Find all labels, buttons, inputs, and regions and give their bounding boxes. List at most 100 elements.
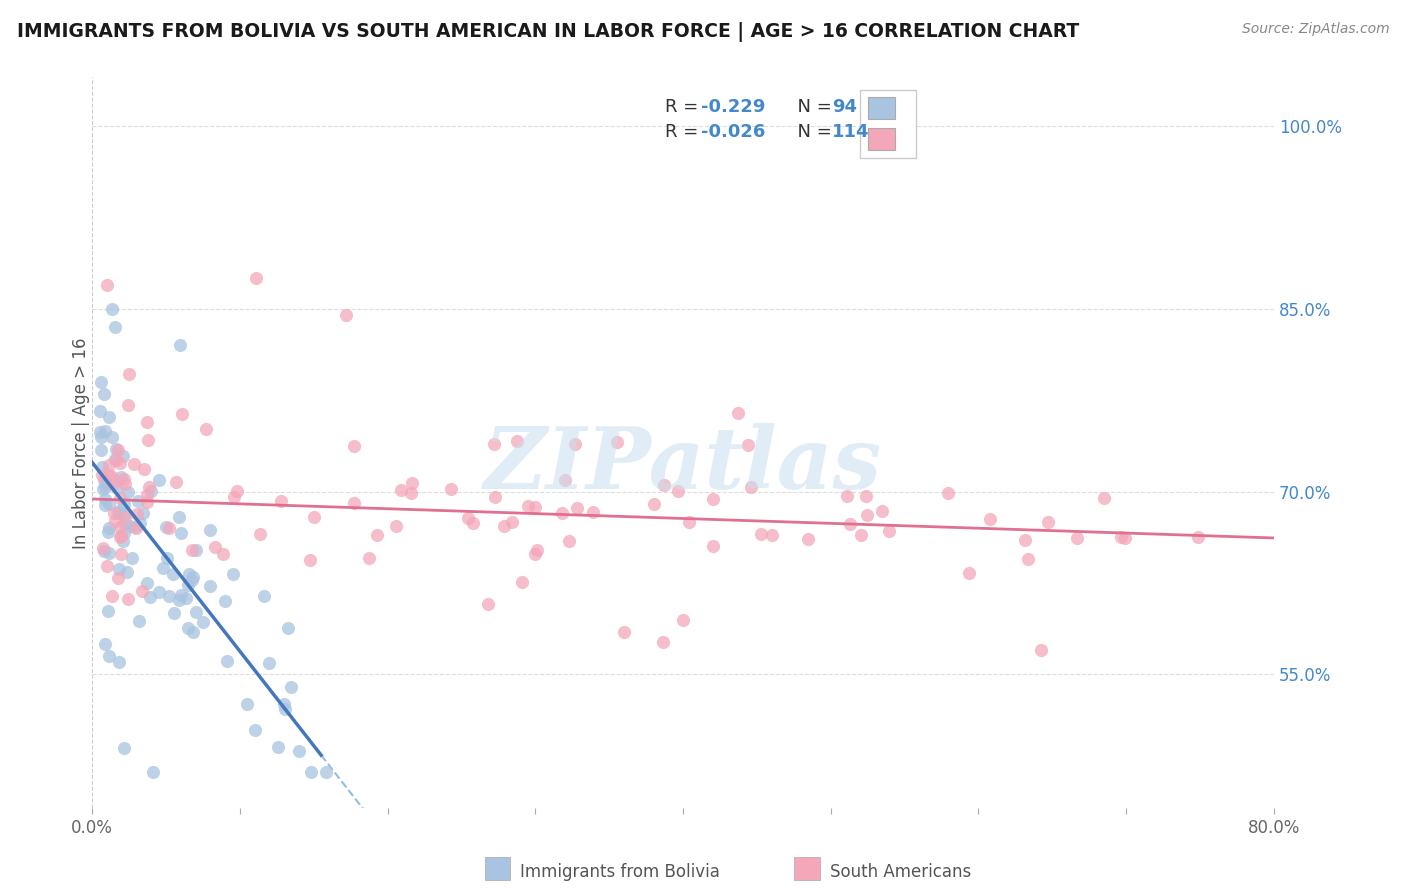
Point — [666, 484, 689, 499]
Text: Immigrants from Bolivia: Immigrants from Bolivia — [520, 863, 720, 881]
Point — [554, 473, 576, 487]
Point — [94, 499, 117, 513]
Point — [170, 588, 193, 602]
Point — [91, 459, 114, 474]
Point — [112, 740, 135, 755]
Point — [136, 488, 159, 502]
Point — [104, 451, 127, 466]
Point — [101, 301, 124, 316]
Point — [93, 491, 115, 506]
Point — [139, 483, 162, 498]
Point — [121, 550, 143, 565]
Point — [167, 509, 190, 524]
Point — [217, 654, 239, 668]
Point — [749, 527, 772, 541]
Point — [125, 521, 148, 535]
Point — [1092, 491, 1115, 505]
Point — [582, 505, 605, 519]
Point — [170, 526, 193, 541]
Point — [877, 524, 900, 538]
Point — [477, 597, 499, 611]
Point — [672, 613, 695, 627]
Point — [494, 519, 516, 533]
Point — [110, 530, 132, 544]
Point — [98, 410, 121, 425]
Point — [120, 519, 142, 533]
Point — [172, 407, 194, 421]
Point — [224, 491, 246, 505]
Point — [855, 489, 877, 503]
Point — [118, 367, 141, 381]
Point — [108, 519, 131, 533]
Point — [104, 319, 127, 334]
Point — [181, 569, 204, 583]
Point — [94, 480, 117, 494]
Point — [104, 442, 127, 456]
Point — [517, 500, 540, 514]
Point — [180, 543, 202, 558]
Point — [93, 387, 115, 401]
Point — [366, 528, 388, 542]
Point — [98, 497, 121, 511]
Point — [273, 697, 295, 711]
Text: N =: N = — [786, 98, 838, 117]
Point — [245, 271, 267, 285]
Point — [200, 524, 222, 538]
Point — [97, 524, 120, 539]
Point — [112, 497, 135, 511]
Point — [181, 624, 204, 639]
Point — [1036, 515, 1059, 529]
Point — [159, 521, 181, 535]
Point — [94, 476, 117, 491]
Point — [107, 506, 129, 520]
Point — [114, 477, 136, 491]
Point — [167, 592, 190, 607]
Y-axis label: In Labor Force | Age > 16: In Labor Force | Age > 16 — [72, 337, 90, 549]
Text: -0.229: -0.229 — [700, 98, 765, 117]
Point — [101, 469, 124, 483]
Point — [277, 621, 299, 635]
Point — [727, 406, 749, 420]
Point — [91, 541, 114, 555]
Point — [249, 527, 271, 541]
Point — [856, 508, 879, 522]
Point — [457, 511, 479, 525]
Text: ZIPatlas: ZIPatlas — [484, 423, 882, 507]
Point — [97, 521, 120, 535]
Point — [105, 481, 128, 495]
Point — [136, 576, 159, 591]
Point — [236, 697, 259, 711]
Point — [124, 457, 146, 471]
Point — [399, 486, 422, 500]
Point — [550, 507, 572, 521]
Point — [181, 573, 204, 587]
Point — [1014, 533, 1036, 547]
Point — [94, 425, 117, 439]
Point — [112, 533, 135, 548]
Point — [101, 589, 124, 603]
Point — [796, 533, 818, 547]
Point — [155, 519, 177, 533]
Point — [142, 764, 165, 779]
Point — [1109, 530, 1132, 544]
Point — [132, 462, 155, 476]
Point — [195, 422, 218, 436]
Point — [564, 437, 586, 451]
Point — [148, 473, 170, 487]
Point — [93, 544, 115, 558]
Point — [526, 542, 548, 557]
Point — [678, 516, 700, 530]
Point — [484, 491, 506, 505]
Point — [112, 449, 135, 463]
Point — [129, 516, 152, 531]
Point — [136, 434, 159, 448]
Point — [342, 439, 364, 453]
Point — [132, 506, 155, 520]
Point — [298, 552, 321, 566]
Point — [221, 566, 243, 581]
Point — [115, 565, 138, 579]
Point — [652, 635, 675, 649]
Point — [440, 482, 463, 496]
Point — [107, 443, 129, 458]
Point — [162, 567, 184, 582]
